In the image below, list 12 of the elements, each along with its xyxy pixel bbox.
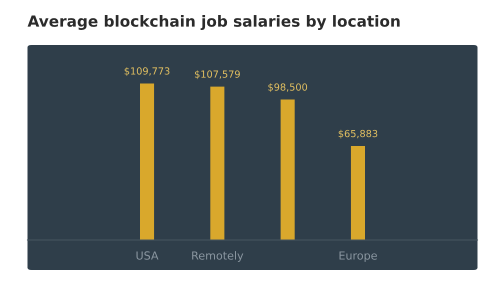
bar [140,83,154,240]
data-label: $98,500 [268,83,308,92]
data-label: $65,883 [338,130,378,139]
x-tick-label: USA [136,251,158,260]
bar [350,146,365,240]
x-tick-label: Europe [340,251,377,262]
data-label: $107,579 [194,70,240,80]
data-label: $109,773 [124,67,170,76]
bar [210,86,224,240]
x-tick-label: Remotely [192,251,244,262]
bar [280,100,295,240]
chart-title: Average blockchain job salaries by location [28,15,400,30]
